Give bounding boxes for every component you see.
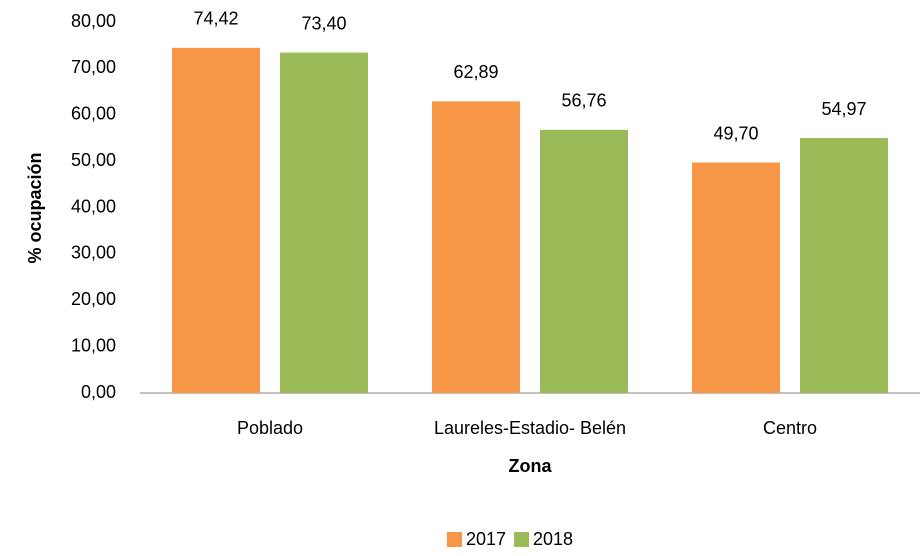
value-label: 62,89	[453, 62, 498, 82]
legend-swatch	[447, 532, 462, 547]
legend-swatch	[514, 532, 529, 547]
value-label: 54,97	[821, 99, 866, 119]
y-tick-label: 70,00	[71, 57, 116, 77]
value-label: 73,40	[301, 13, 346, 33]
bar	[172, 47, 260, 393]
value-label: 74,42	[193, 9, 238, 29]
x-tick-label: Centro	[763, 418, 817, 438]
x-axis-title: Zona	[509, 456, 553, 476]
y-tick-label: 50,00	[71, 150, 116, 170]
bar	[692, 162, 780, 393]
value-label: 49,70	[713, 123, 758, 143]
bar	[280, 52, 368, 394]
y-tick-label: 20,00	[71, 289, 116, 309]
y-tick-label: 40,00	[71, 196, 116, 216]
bar	[800, 138, 888, 393]
y-tick-label: 60,00	[71, 104, 116, 124]
y-axis-title: % ocupación	[25, 152, 45, 263]
legend-label: 2017	[466, 529, 506, 549]
y-tick-label: 80,00	[71, 11, 116, 31]
bar	[432, 101, 520, 393]
bar	[540, 129, 628, 393]
legend-label: 2018	[533, 529, 573, 549]
y-tick-label: 10,00	[71, 335, 116, 355]
x-tick-label: Poblado	[237, 418, 303, 438]
y-tick-label: 0,00	[81, 382, 116, 402]
x-tick-label: Laureles-Estadio- Belén	[434, 418, 626, 438]
y-tick-label: 30,00	[71, 243, 116, 263]
value-label: 56,76	[561, 91, 606, 111]
